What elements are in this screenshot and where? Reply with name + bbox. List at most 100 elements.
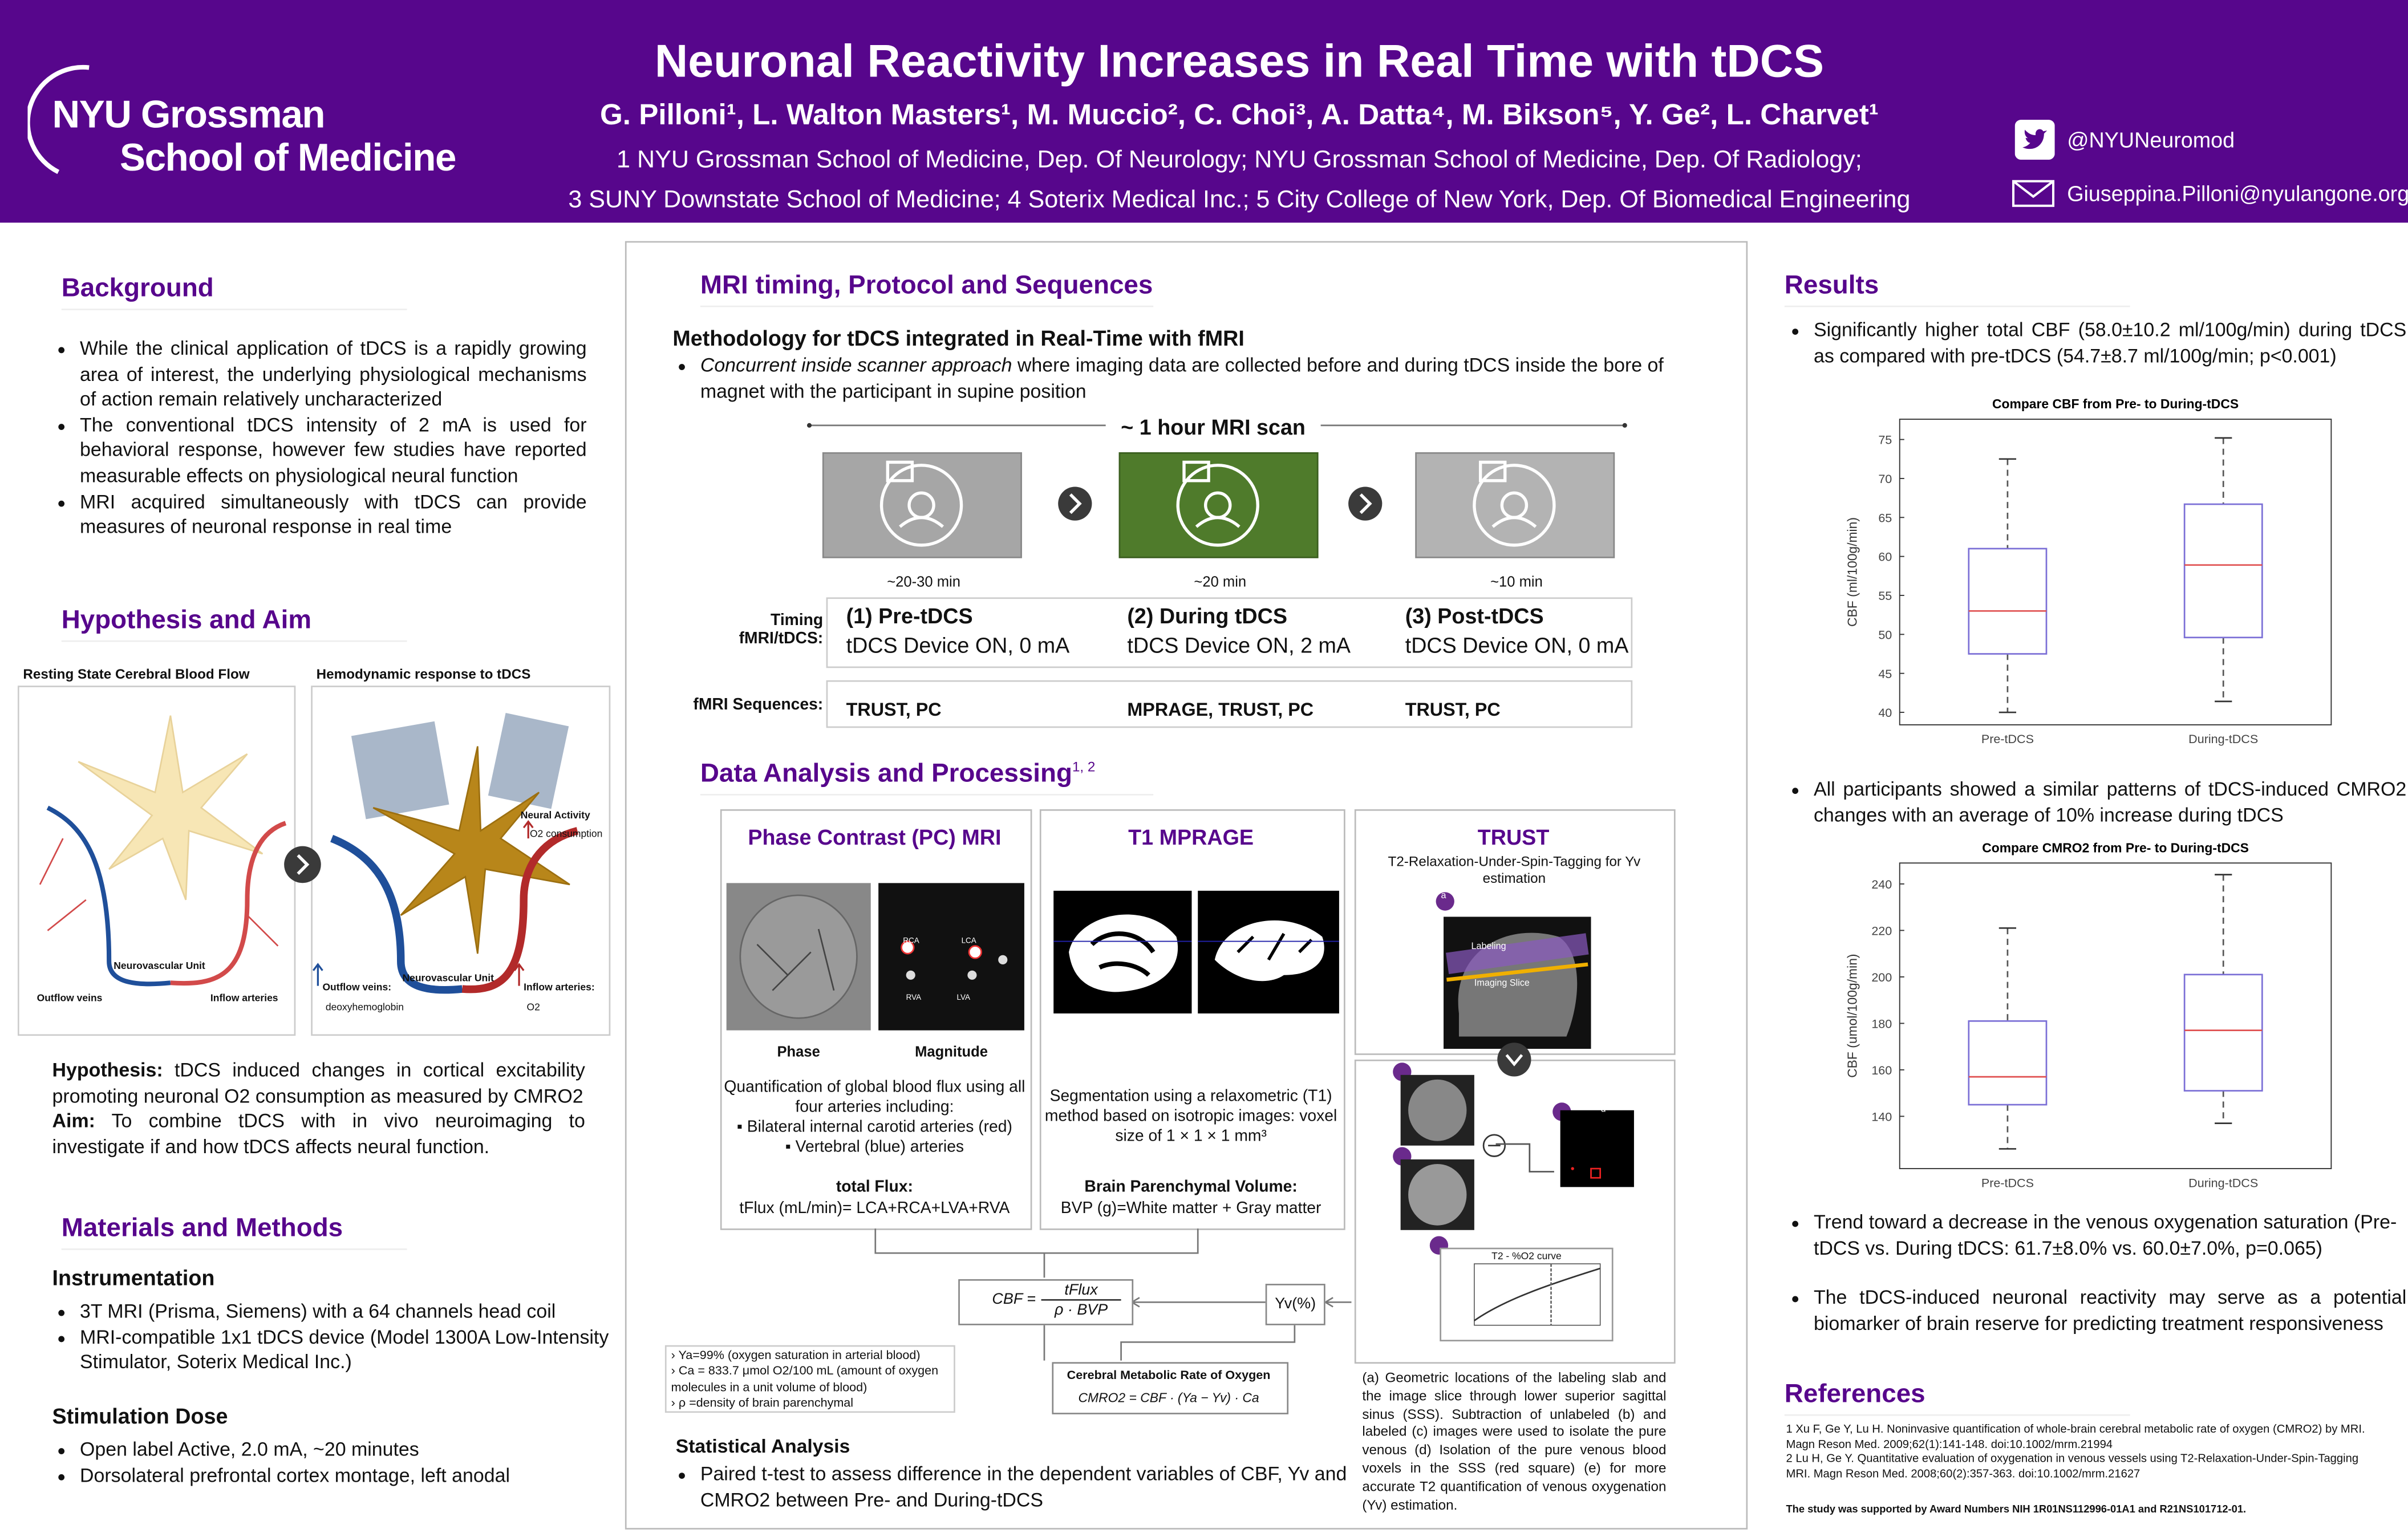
mri-timeline (806, 423, 1627, 558)
box (1968, 1020, 2048, 1106)
graphic (1560, 1110, 1634, 1187)
box-title: T1 MPRAGE (1128, 824, 1254, 850)
figure-label: O2 consumption (529, 829, 603, 840)
phase-name: (3) Post-tDCS (1405, 603, 1544, 628)
phase-name: (2) During tDCS (1127, 603, 1287, 628)
y-tick-label: 200 (1871, 971, 1892, 984)
graphic (1622, 423, 1627, 428)
section-heading: Materials and Methods (61, 1213, 407, 1250)
box-title: Phase Contrast (PC) MRI (748, 824, 1002, 850)
graphic (1436, 892, 1454, 911)
plot-area (1899, 419, 2332, 725)
duration: ~20 min (1194, 574, 1247, 591)
panel-letter: c (1441, 1150, 1446, 1159)
background-list: While the clinical application of tDCS i… (52, 336, 587, 540)
yv-box: Yv(%) (1265, 1284, 1325, 1325)
formula-heading: Brain Parenchymal Volume: (1084, 1178, 1298, 1197)
results-list: The tDCS-induced neuronal reactivity may… (1786, 1285, 2406, 1336)
plot-area (1899, 862, 2332, 1170)
figure-label: Neural Activity (520, 810, 590, 822)
bullet: The tDCS-induced neuronal reactivity may… (1814, 1285, 2406, 1336)
graphic (513, 963, 525, 986)
graphic (78, 715, 263, 901)
twitter-icon (2014, 120, 2055, 160)
graphic (1090, 931, 1156, 977)
panel-letter: a (1441, 892, 1446, 902)
chart-title: Compare CBF from Pre- to During-tDCS (1992, 396, 2239, 411)
subheading: Instrumentation (52, 1265, 215, 1290)
phase-device: tDCS Device ON, 0 mA (846, 632, 1070, 658)
subheading: Stimulation Dose (52, 1404, 228, 1429)
graphic (27, 64, 90, 175)
graphic (284, 846, 321, 883)
image-label: Magnitude (915, 1044, 988, 1061)
figure-label: Neurovascular Unit (402, 974, 494, 984)
graphic (906, 970, 915, 980)
chart-title: Compare CMRO2 from Pre- to During-tDCS (1982, 840, 2249, 855)
section-heading: MRI timing, Protocol and Sequences (700, 270, 1154, 307)
section-heading: Results (1784, 270, 2130, 307)
graphic (1446, 933, 1589, 975)
figure-label: O2 (526, 1003, 540, 1014)
results-list: Significantly higher total CBF (58.0±10.… (1786, 318, 2406, 368)
graphic (1446, 962, 1588, 982)
figure-label: Inflow arteries (210, 993, 278, 1004)
phase-device: tDCS Device ON, 2 mA (1127, 632, 1351, 658)
row-label: fMRI Sequences: (693, 695, 824, 715)
graphic (879, 464, 963, 547)
graphic (756, 928, 835, 991)
cmro2-box (1052, 1362, 1289, 1414)
graphic (822, 452, 1022, 558)
bullet: 3T MRI (Prisma, Siemens) with a 64 chann… (80, 1299, 617, 1325)
formula-denominator: ρ · BVP (1054, 1302, 1108, 1319)
graphic (1408, 1163, 1467, 1226)
graphic (1474, 1263, 1601, 1326)
note: › Ya=99% (oxygen saturation in arterial … (671, 1348, 921, 1362)
dose-list: Open label Active, 2.0 mA, ~20 minutes D… (52, 1437, 618, 1488)
y-tick-label: 160 (1871, 1064, 1892, 1077)
timing-box (826, 597, 1633, 668)
text: To combine tDCS with in vivo neuroimagin… (52, 1110, 585, 1158)
graphic (886, 460, 914, 482)
graphic (1590, 1167, 1602, 1179)
graphic (1359, 493, 1372, 514)
graphic (522, 820, 534, 839)
image-label: Imaging Slice (1474, 979, 1530, 989)
formula-lhs: CBF = (992, 1291, 1036, 1309)
bullet: The conventional tDCS intensity of 2 mA … (80, 413, 587, 489)
funding: The study was supported by Award Numbers… (1786, 1504, 2247, 1516)
graphic (488, 713, 569, 809)
text: Bilateral internal carotid arteries (red… (747, 1118, 1012, 1137)
trust-caption: (a) Geometric locations of the labeling … (1362, 1369, 1667, 1512)
results-list: Trend toward a decrease in the venous ox… (1786, 1210, 2406, 1261)
pc-description: Quantification of global blood flux usin… (724, 1078, 1025, 1157)
affiliation: 1 NYU Grossman School of Medicine, Dep. … (617, 147, 1862, 174)
box-chart: Compare CMRO2 from Pre- to During-tDCS 14… (1844, 840, 2332, 1190)
logo-line: NYU Grossman (52, 94, 326, 137)
vessel-label: RVA (906, 993, 922, 1003)
y-tick-label: 40 (1878, 706, 1892, 720)
graphic (901, 940, 915, 955)
formula-connectors (874, 1228, 1352, 1361)
sequence: TRUST, PC (1405, 699, 1501, 720)
y-tick-label: 55 (1878, 589, 1892, 603)
text: Vertebral (blue) arteries (795, 1138, 964, 1157)
phase: (3) Post-tDCS tDCS Device ON, 0 mA (1405, 602, 1629, 660)
mri-list: Concurrent inside scanner approach where… (672, 353, 1683, 404)
vessel-label: LVA (956, 993, 970, 1003)
reference: 1 Xu F, Ge Y, Lu H. Noninvasive quantifi… (1786, 1422, 2365, 1451)
reference: 2 Lu H, Ge Y. Quantitative evaluation of… (1786, 1451, 2359, 1481)
vessel-label: LCA (961, 936, 976, 946)
box (1968, 548, 2048, 655)
image-label: Labeling (1471, 943, 1506, 952)
panel-letter: e (1478, 1239, 1483, 1249)
cmro2-formula: CMRO2 = CBF · (Ya − Yv) · Ca (1078, 1389, 1259, 1405)
email: Giuseppina.Pilloni@nyulangone.org (2067, 181, 2408, 206)
y-tick-label: 45 (1878, 667, 1892, 681)
bullet: Significantly higher total CBF (58.0±10.… (1814, 318, 2406, 368)
affiliation: 3 SUNY Downstate School of Medicine; 4 S… (568, 187, 1911, 214)
graphic (1473, 464, 1556, 547)
figure-label: Neurovascular Unit (113, 961, 205, 972)
figure-label: Outflow veins: (322, 983, 392, 994)
